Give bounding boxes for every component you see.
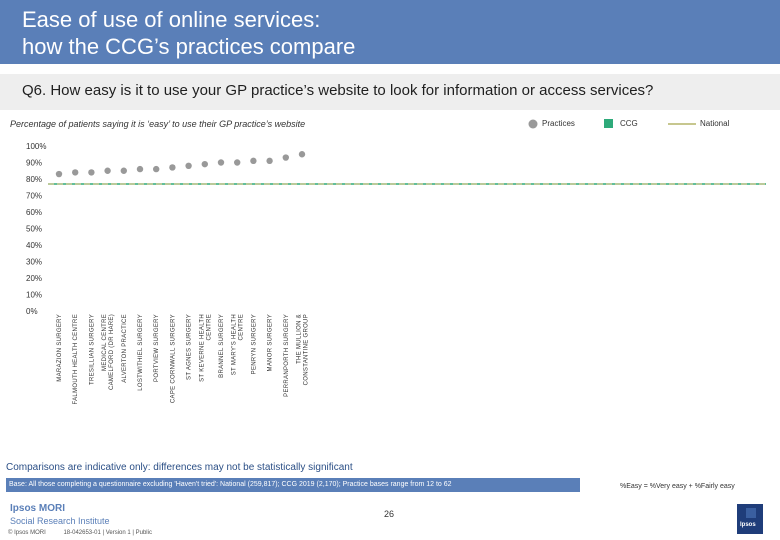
title-line-2: how the CCG’s practices compare — [22, 34, 356, 59]
svg-text:CENTRE: CENTRE — [206, 314, 212, 340]
y-tick-label: 70% — [26, 192, 42, 201]
practice-point — [282, 154, 289, 161]
x-tick-label: THE MULLION & CONSTANTINE GROUP — [297, 314, 310, 385]
svg-text:PORTVIEW SURGERY: PORTVIEW SURGERY — [154, 314, 160, 382]
practice-point — [266, 157, 273, 165]
practice-point — [217, 159, 225, 166]
document-reference: 18-042653-01 | Version 1 | Public — [63, 530, 152, 536]
y-tick-label: 30% — [26, 258, 42, 267]
ipsos-logo: Ipsos — [737, 504, 763, 534]
x-tick-label: CAPE CORNWALL SURGERY — [170, 314, 176, 403]
practice-point — [234, 159, 241, 166]
svg-text:CENTRE: CENTRE — [239, 314, 245, 340]
question-text: Q6. How easy is it to use your GP practi… — [22, 82, 654, 99]
x-tick-label: ALVERTON PRACTICE — [122, 314, 128, 383]
x-tick-label: PORTVIEW SURGERY — [154, 314, 160, 382]
x-tick-label: PERRANPORTH SURGERY — [284, 314, 290, 397]
svg-text:ALVERTON PRACTICE: ALVERTON PRACTICE — [122, 314, 128, 383]
x-tick-label: FALMOUTH HEALTH CENTRE — [73, 314, 79, 405]
svg-text:PENRYN SURGERY: PENRYN SURGERY — [251, 314, 257, 374]
y-tick-label: 80% — [26, 175, 42, 184]
x-tick-label: MANOR SURGERY — [268, 314, 274, 371]
x-tick-label: ST KEVERNE HEALTH CENTRE — [199, 314, 212, 382]
svg-text:THE MULLION &: THE MULLION & — [297, 314, 303, 364]
title-bar: Ease of use of online services: how the … — [0, 0, 780, 64]
brand-subtitle: Social Research Institute — [10, 516, 110, 526]
practice-point — [153, 165, 160, 173]
y-tick-label: 10% — [26, 291, 42, 300]
chart-subtitle: Percentage of patients saying it is ‘eas… — [10, 119, 306, 129]
comparison-note: Comparisons are indicative only: differe… — [6, 462, 353, 473]
svg-text:MARAZION SURGERY: MARAZION SURGERY — [57, 314, 63, 382]
practice-point — [169, 164, 176, 171]
svg-text:ST MARY'S HEALTH: ST MARY'S HEALTH — [232, 314, 238, 375]
brand-name: Ipsos MORI — [10, 503, 66, 514]
svg-text:FALMOUTH HEALTH CENTRE: FALMOUTH HEALTH CENTRE — [73, 314, 79, 405]
y-tick-label: 20% — [26, 274, 42, 283]
practice-point — [136, 165, 144, 173]
practice-point — [72, 169, 79, 176]
svg-text:CONSTANTINE GROUP: CONSTANTINE GROUP — [304, 314, 310, 385]
svg-text:TRESILLIAN SURGERY: TRESILLIAN SURGERY — [89, 314, 95, 385]
svg-text:MEDICAL CENTRE: MEDICAL CENTRE — [102, 314, 108, 371]
y-tick-label: 90% — [26, 159, 42, 168]
x-tick-label: MARAZION SURGERY — [57, 314, 63, 382]
x-tick-label: PENRYN SURGERY — [251, 314, 257, 374]
ipsos-logo-text: Ipsos — [740, 522, 756, 528]
chart: 0% 10% 20% 30% 40% 50% 60% 70% 80% 90% 100% MARAZI… — [26, 142, 766, 405]
base-text: Base: All those completing a questionnai… — [6, 478, 580, 492]
ipsos-logo-mark — [746, 508, 756, 518]
x-tick-label: LOSTWITHIEL SURGERY — [138, 314, 144, 391]
legend-national-label: National — [700, 119, 730, 128]
practice-point — [185, 162, 192, 169]
legend-national-line — [668, 123, 696, 125]
svg-text:BRANNEL SURGERY: BRANNEL SURGERY — [219, 314, 225, 378]
svg-text:CAMELFORD (DR HARE): CAMELFORD (DR HARE) — [109, 314, 115, 390]
practice-point — [55, 170, 63, 178]
easy-definition: %Easy = %Very easy + %Fairly easy — [620, 483, 735, 490]
legend-practices: Practices — [528, 118, 588, 130]
page-number: 26 — [384, 509, 395, 519]
svg-text:PERRANPORTH SURGERY: PERRANPORTH SURGERY — [284, 314, 290, 397]
legend-practices-label: Practices — [542, 119, 575, 128]
y-tick-label: 0% — [26, 307, 38, 316]
practice-point — [250, 157, 257, 165]
svg-text:MANOR SURGERY: MANOR SURGERY — [268, 314, 274, 371]
y-tick-label: 50% — [26, 225, 42, 234]
footer: © Ipsos MORI 18-042653-01 | Version 1 | … — [8, 530, 168, 536]
x-tick-label: ST MARY'S HEALTH CENTRE — [232, 314, 245, 375]
x-tick-label: MEDICAL CENTRE CAMELFORD (DR HARE) — [102, 314, 115, 390]
question-bar: Q6. How easy is it to use your GP practi… — [0, 74, 780, 110]
x-tick-label: ST AGNES SURGERY — [187, 314, 193, 380]
svg-text:CAPE CORNWALL SURGERY: CAPE CORNWALL SURGERY — [170, 314, 176, 403]
y-tick-label: 60% — [26, 208, 42, 217]
svg-text:LOSTWITHIEL SURGERY: LOSTWITHIEL SURGERY — [138, 314, 144, 391]
svg-text:ST KEVERNE HEALTH: ST KEVERNE HEALTH — [199, 314, 205, 382]
legend-national: National — [668, 118, 748, 130]
practice-point — [298, 151, 306, 158]
y-tick-label: 40% — [26, 241, 42, 250]
legend-ccg: CCG — [604, 118, 654, 130]
practice-point — [104, 167, 111, 174]
x-tick-label: BRANNEL SURGERY — [219, 314, 225, 378]
legend-practices-marker — [528, 119, 538, 129]
y-tick-label: 100% — [26, 142, 46, 151]
title-line-1: Ease of use of online services: — [22, 7, 321, 32]
copyright: © Ipsos MORI — [8, 530, 46, 536]
svg-text:ST AGNES SURGERY: ST AGNES SURGERY — [187, 314, 193, 380]
practice-point — [88, 169, 95, 176]
practice-point — [201, 160, 208, 168]
legend-ccg-label: CCG — [620, 119, 638, 128]
x-tick-label: TRESILLIAN SURGERY — [89, 314, 95, 385]
legend-ccg-swatch — [604, 119, 613, 128]
practice-point — [120, 167, 128, 174]
